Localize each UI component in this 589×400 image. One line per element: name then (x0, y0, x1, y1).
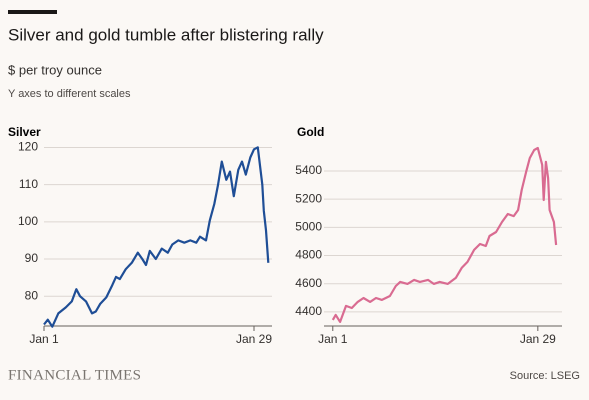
y-tick-label: 120 (18, 140, 38, 154)
x-tick-label: Jan 1 (29, 332, 59, 346)
brand: FINANCIAL TIMES (8, 367, 141, 383)
y-tick-label: 5000 (295, 220, 322, 234)
line (43, 146, 270, 328)
panel-title: Silver (8, 125, 41, 139)
source: Source: LSEG (510, 370, 580, 382)
y-tick-label: 110 (19, 177, 38, 191)
y-tick-label: 4600 (295, 276, 322, 290)
x-tick-label: Jan 29 (520, 332, 556, 346)
y-tick-label: 90 (25, 251, 39, 265)
x-tick-label: Jan 29 (236, 332, 272, 346)
panel-title: Gold (297, 125, 324, 139)
y-tick-label: 80 (25, 288, 39, 302)
y-tick-label: 5200 (295, 191, 322, 205)
y-tick-label: 5400 (295, 163, 322, 177)
y-tick-label: 100 (18, 214, 38, 228)
y-tick-label: 4400 (295, 304, 322, 318)
x-tick-label: Jan 1 (318, 332, 348, 346)
y-tick-label: 4800 (295, 248, 322, 262)
subtitle: $ per troy ounce (8, 62, 102, 77)
note: Y axes to different scales (8, 88, 131, 100)
brand-bar (8, 10, 57, 14)
chart-title: Silver and gold tumble after blistering … (8, 25, 324, 44)
line (331, 146, 558, 323)
